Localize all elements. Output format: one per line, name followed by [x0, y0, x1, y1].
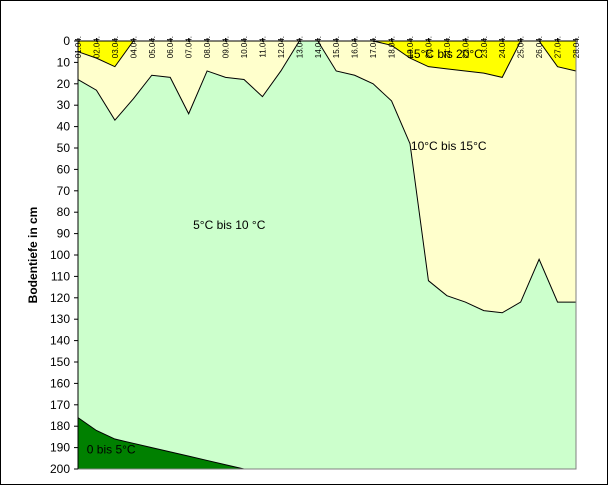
y-tick-label: 160 [50, 376, 70, 390]
x-tick-label: 28.04. [572, 36, 581, 58]
x-tick-label: 09.04. [222, 36, 231, 58]
x-tick-label: 23.04. [480, 36, 489, 58]
x-tick-label: 03.04. [111, 36, 120, 58]
x-tick-label: 26.04. [535, 36, 544, 58]
x-tick-labels: 01.04. 02.04. 03.04. 04.04. 05.04. 06.04. 07.0… [74, 36, 581, 58]
x-tick-label: 07.04. [185, 36, 194, 58]
band-label: 0 bis 5°C [87, 443, 136, 457]
x-tick-label: 10.04. [240, 36, 249, 58]
x-tick-label: 20.04. [424, 36, 433, 58]
x-tick-label: 15.04. [332, 36, 341, 58]
y-tick-label: 190 [50, 441, 70, 455]
x-tick-label: 02.04. [92, 36, 101, 58]
x-tick-label: 12.04. [277, 36, 286, 58]
x-tick-label: 11.04. [258, 36, 267, 58]
y-tick-label: 180 [50, 419, 70, 433]
x-tick-label: 19.04. [406, 36, 415, 58]
x-tick-label: 22.04. [461, 36, 470, 58]
x-tick-label: 16.04. [351, 36, 360, 58]
y-tick-label: 60 [57, 162, 71, 176]
y-tick-label: 200 [50, 462, 70, 476]
y-tick-label: 130 [50, 312, 70, 326]
axes [74, 38, 577, 470]
x-tick-label: 17.04. [369, 36, 378, 58]
x-tick-label: 08.04. [203, 36, 212, 58]
y-tick-label: 50 [57, 141, 71, 155]
band-label: 15°C bis 20°C [407, 47, 483, 61]
x-tick-label: 24.04. [498, 36, 507, 58]
band-label: 10°C bis 15°C [411, 139, 487, 153]
isotherm-line-iso10 [77, 40, 576, 314]
x-tick-label: 27.04. [554, 36, 563, 58]
x-tick-label: 14.04. [314, 36, 323, 58]
x-tick-label: 01.04. [74, 36, 83, 58]
x-tick-label: 04.04. [129, 36, 138, 58]
y-tick-label: 40 [57, 120, 71, 134]
x-tick-label: 13.04. [295, 36, 304, 58]
y-tick-label: 80 [57, 205, 71, 219]
y-tick-label: 100 [50, 248, 70, 262]
y-tick-label: 10 [57, 55, 71, 69]
band-5-10-area [78, 41, 576, 469]
x-tick-label: 21.04. [443, 36, 452, 58]
y-tick-label: 170 [50, 398, 70, 412]
y-tick-label: 120 [50, 291, 70, 305]
band-label: 5°C bis 10 °C [193, 218, 266, 232]
y-axis-title: Bodentiefe in cm [26, 207, 40, 304]
band-0-5-area [78, 417, 576, 469]
x-tick-label: 25.04. [517, 36, 526, 58]
y-tick-label: 20 [57, 77, 71, 91]
x-tick-label: 18.04. [388, 36, 397, 58]
y-tick-label: 110 [51, 269, 70, 283]
area-layer [78, 41, 576, 469]
y-tick-label: 90 [57, 227, 71, 241]
y-tick-label: 150 [50, 355, 70, 369]
band-labels: 15°C bis 20°C 10°C bis 15°C 5°C bis 10 °C 0… [87, 47, 487, 457]
y-tick-labels: 0 10 20 30 40 50 60 70 80 90 100 110 120 130 140 150 160… [50, 34, 70, 476]
y-tick-label: 30 [57, 98, 71, 112]
x-tick-label: 06.04. [166, 36, 175, 58]
y-tick-label: 70 [57, 184, 71, 198]
y-tick-label: 0 [63, 34, 70, 48]
x-tick-label: 05.04. [148, 36, 157, 58]
y-tick-label: 140 [50, 334, 70, 348]
